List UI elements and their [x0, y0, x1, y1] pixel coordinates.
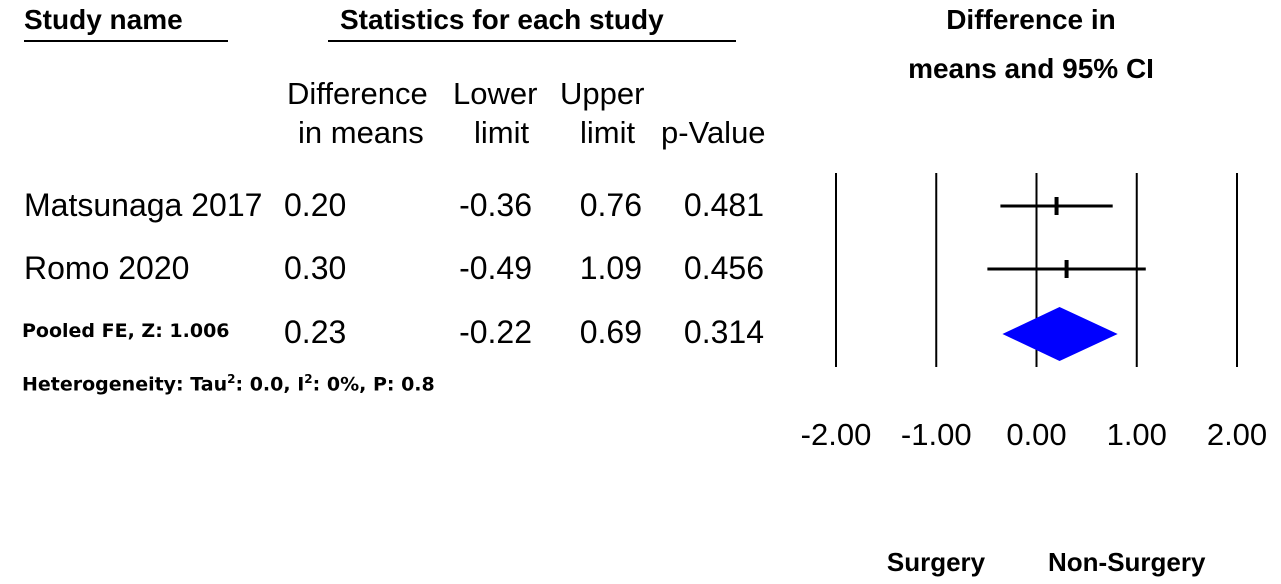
col-lower-line1: Lower [453, 76, 538, 111]
pooled-diff: 0.23 [284, 314, 347, 350]
heterogeneity-mid: : 0.0, I [235, 373, 305, 396]
col-upper-line1: Upper [560, 76, 645, 111]
forest-plot: -2.00 -1.00 0.00 1.00 2.00 [801, 173, 1267, 452]
row1-p: 0.481 [683, 187, 764, 223]
row1-study: Matsunaga 2017 [24, 187, 263, 223]
study-name-header: Study name [24, 4, 183, 35]
tick-label-3: 1.00 [1107, 417, 1167, 452]
row2-p: 0.456 [683, 250, 764, 286]
row1-diff: 0.20 [284, 187, 347, 223]
pooled-upper: 0.69 [579, 314, 642, 350]
pooled-p: 0.314 [683, 314, 764, 350]
pooled-label: Pooled FE, Z: 1.006 [22, 320, 230, 342]
row2-diff: 0.30 [284, 250, 347, 286]
statistics-header: Statistics for each study [340, 4, 664, 35]
col-diff-line2: in means [298, 115, 424, 150]
row1-upper: 0.76 [579, 187, 642, 223]
pooled-lower: -0.22 [459, 314, 532, 350]
row2-study: Romo 2020 [24, 250, 190, 286]
study-name-underline [24, 40, 228, 42]
pooled-diamond [1002, 307, 1118, 361]
i-superscript: 2 [304, 372, 313, 386]
plot-title-line2: means and 95% CI [908, 53, 1154, 84]
row2-lower: -0.49 [459, 250, 532, 286]
col-lower-line2: limit [474, 115, 530, 150]
tick-label-1: -1.00 [901, 417, 972, 452]
heterogeneity-prefix: Heterogeneity: Tau [22, 373, 228, 396]
tick-label-4: 2.00 [1207, 417, 1267, 452]
row2-upper: 1.09 [579, 250, 642, 286]
tau-superscript: 2 [227, 372, 236, 386]
col-diff-line1: Difference [287, 76, 428, 111]
favors-right-label: Non-Surgery [1048, 547, 1206, 577]
heterogeneity-note: Heterogeneity: Tau2: 0.0, I2: 0%, P: 0.8 [22, 372, 435, 395]
heterogeneity-suffix: : 0%, P: 0.8 [312, 373, 435, 396]
plot-title-line1: Difference in [946, 4, 1116, 35]
statistics-underline [328, 40, 736, 42]
row1-lower: -0.36 [459, 187, 532, 223]
col-pvalue: p-Value [661, 115, 766, 150]
tick-label-0: -2.00 [801, 417, 872, 452]
favors-left-label: Surgery [886, 547, 986, 577]
tick-label-2: 0.00 [1006, 417, 1066, 452]
col-upper-line2: limit [580, 115, 636, 150]
